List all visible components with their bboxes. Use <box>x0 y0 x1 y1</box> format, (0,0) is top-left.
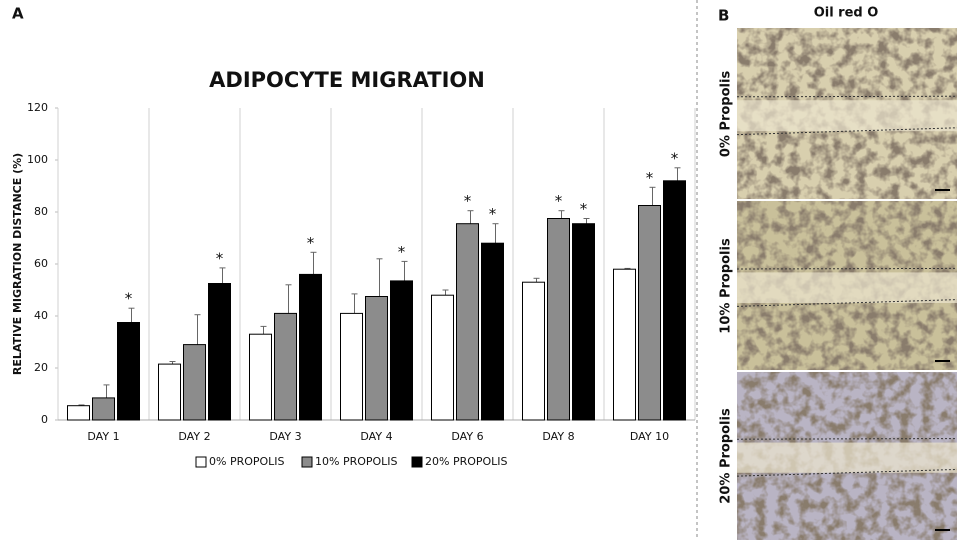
legend-swatch <box>302 457 312 467</box>
x-tick-label: DAY 6 <box>451 430 483 443</box>
row-label: 20% Propolis <box>719 408 734 504</box>
y-tick-label: 80 <box>34 205 48 218</box>
significance-marker: * <box>216 249 224 267</box>
significance-marker: * <box>307 234 315 252</box>
bar <box>118 323 140 421</box>
bar <box>639 206 661 421</box>
y-tick-label: 0 <box>41 413 48 426</box>
x-tick-label: DAY 1 <box>87 430 119 443</box>
bar <box>341 313 363 420</box>
bar <box>391 281 413 420</box>
legend-label: 10% PROPOLIS <box>315 455 398 468</box>
bar <box>482 243 504 420</box>
panel-label: A <box>12 5 24 23</box>
bar <box>68 406 90 420</box>
chart: ADIPOCYTE MIGRATION RELATIVE MIGRATION DI… <box>11 68 695 468</box>
y-tick-label: 60 <box>34 257 48 270</box>
bar <box>548 219 570 421</box>
row-label: 10% Propolis <box>719 238 734 334</box>
bar <box>432 295 454 420</box>
scratch-band <box>737 272 957 303</box>
bar <box>523 282 545 420</box>
bar <box>573 224 595 420</box>
legend-label: 0% PROPOLIS <box>209 455 285 468</box>
row-label: 0% Propolis <box>719 71 734 158</box>
significance-marker: * <box>580 200 588 218</box>
bar <box>159 364 181 420</box>
significance-marker: * <box>398 243 406 261</box>
chart-title: ADIPOCYTE MIGRATION <box>209 68 485 92</box>
y-tick-label: 20 <box>34 361 48 374</box>
scratch-band <box>737 443 957 473</box>
micrograph-title: Oil red O <box>814 6 879 21</box>
legend-swatch <box>196 457 206 467</box>
bar <box>366 297 388 421</box>
x-tick-label: DAY 4 <box>360 430 392 443</box>
figure: A B ADIPOCYTE MIGRATION RELATIVE MIGRATIO… <box>0 0 957 540</box>
bar <box>300 274 322 420</box>
y-tick-label: 40 <box>34 309 48 322</box>
bar <box>209 284 231 421</box>
significance-marker: * <box>125 290 133 308</box>
bar <box>614 269 636 420</box>
x-tick-label: DAY 2 <box>178 430 210 443</box>
legend-label: 20% PROPOLIS <box>425 455 508 468</box>
bar <box>184 345 206 420</box>
bar <box>664 181 686 420</box>
scratch-band <box>737 100 957 131</box>
y-tick-label: 100 <box>27 153 48 166</box>
bar <box>93 398 115 420</box>
bar <box>457 224 479 420</box>
bar <box>275 313 297 420</box>
significance-marker: * <box>671 149 679 167</box>
panel-label: B <box>718 7 729 25</box>
significance-marker: * <box>489 205 497 223</box>
legend-swatch <box>412 457 422 467</box>
page: A B ADIPOCYTE MIGRATION RELATIVE MIGRATIO… <box>0 0 957 540</box>
x-tick-label: DAY 8 <box>542 430 574 443</box>
y-axis-label: RELATIVE MIGRATION DISTANCE (%) <box>11 153 24 375</box>
y-tick-label: 120 <box>27 101 48 114</box>
x-tick-label: DAY 3 <box>269 430 301 443</box>
significance-marker: * <box>464 192 472 210</box>
significance-marker: * <box>555 192 563 210</box>
significance-marker: * <box>646 169 654 187</box>
micrograph-panel: Oil red O 0% Propolis 10% Propolis 20% Pro… <box>719 6 957 541</box>
x-tick-label: DAY 10 <box>630 430 669 443</box>
bar <box>250 334 272 420</box>
